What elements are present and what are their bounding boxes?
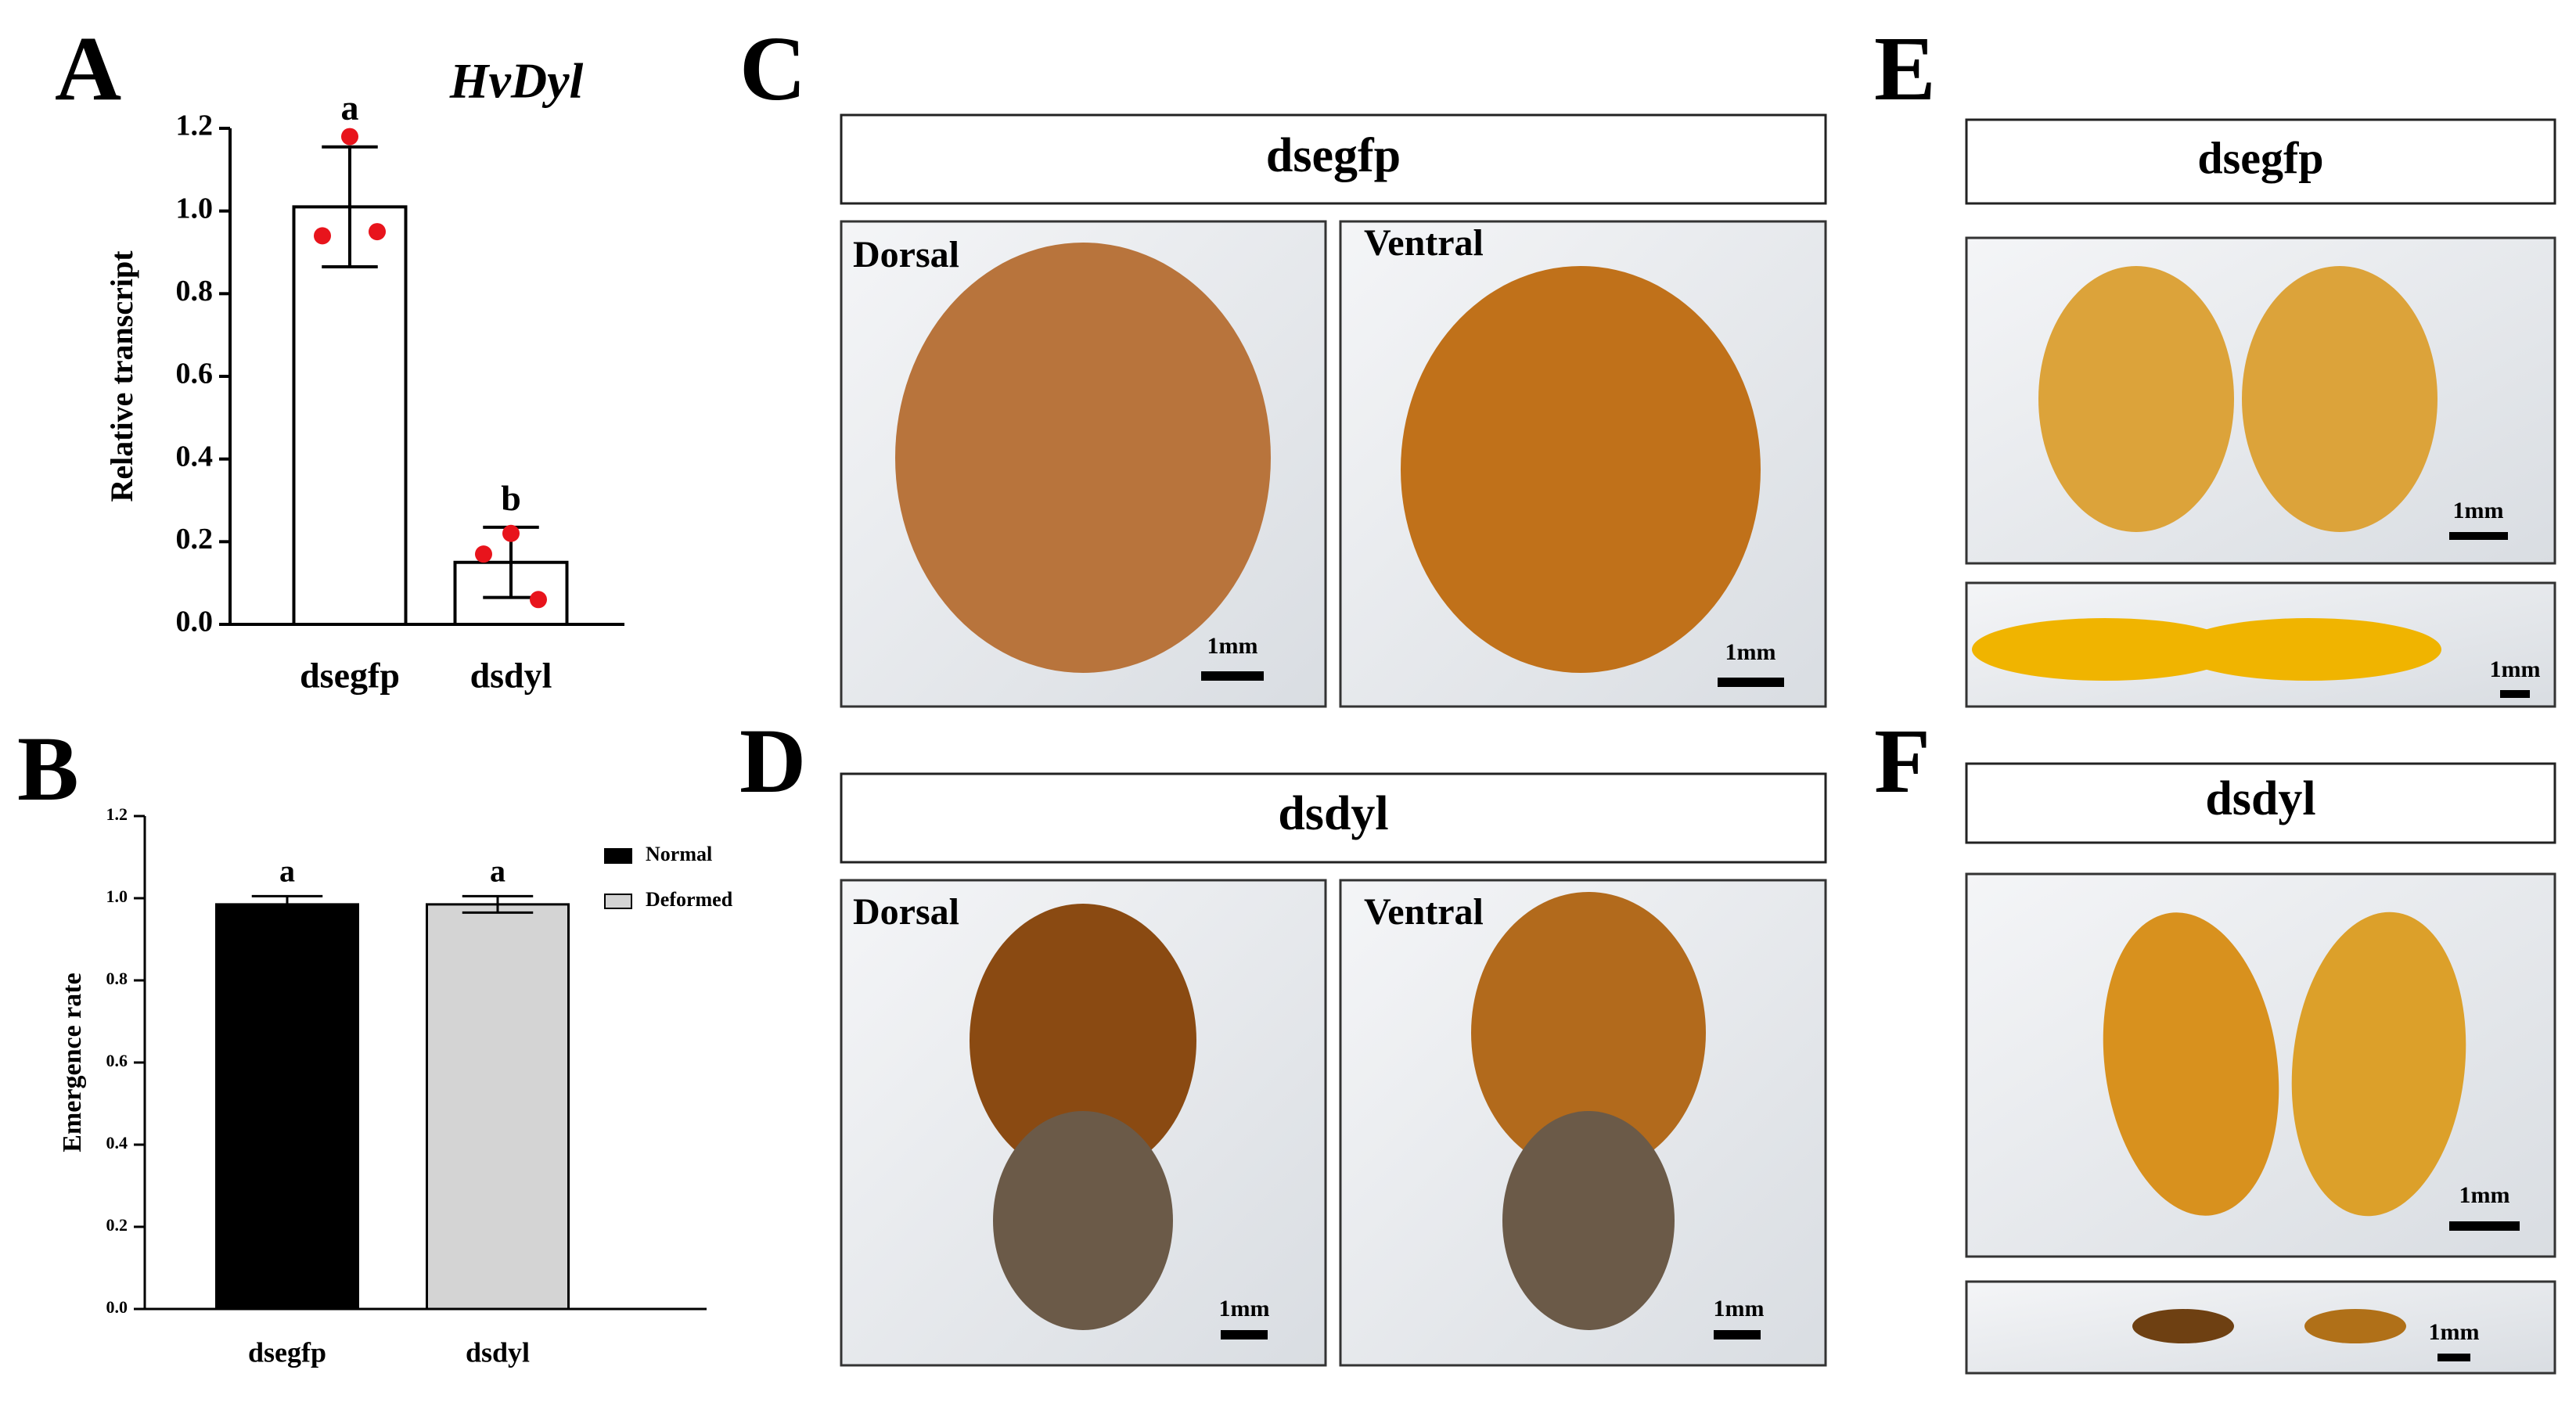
y-axis-label: Emergence rate [58,973,87,1152]
data-point [341,128,358,146]
y-tick-label: 1.0 [176,192,214,225]
elytron [2242,266,2437,532]
panel-header: dsdyl [1278,787,1388,840]
panel-label: C [739,17,806,120]
scale-bar [2449,1221,2520,1231]
hindwing [1972,618,2238,681]
legend-label: Normal [646,843,712,865]
elytron [2291,912,2466,1217]
scale-label: 1mm [2459,1182,2510,1208]
y-tick-label: 1.2 [106,804,128,824]
significance-label: a [279,854,295,889]
significance-label: b [501,478,521,518]
exuviae [1502,1111,1675,1330]
header-box [1965,762,2556,844]
panel-header: dsegfp [2197,132,2323,183]
y-tick-label: 0.6 [106,1051,128,1070]
scale-label: 1mm [1725,639,1776,665]
hindwing [2175,618,2441,681]
view-label: Ventral [1364,222,1484,264]
error-bar [322,145,378,268]
panel-label: F [1874,710,1930,812]
scale-bar [2449,532,2508,540]
beetle [1401,266,1761,673]
x-tick-label: dsegfp [300,656,400,696]
y-tick-label: 0.2 [176,523,214,556]
scale-bar [1221,1330,1268,1339]
data-point [502,524,520,542]
scale-bar [2437,1354,2470,1361]
data-point [475,545,492,563]
y-tick-label: 0.0 [106,1297,128,1317]
panel-label: E [1874,17,1936,120]
scale-bar [1718,678,1784,687]
y-tick-label: 0.8 [106,969,128,988]
scale-label: 1mm [2453,498,2504,523]
legend-label: Deformed [646,888,733,911]
x-tick-label: dsegfp [248,1336,326,1368]
elytron [2103,912,2279,1216]
exuviae [993,1111,1173,1330]
beetle [895,243,1271,673]
axis [228,128,624,626]
panel-label: D [739,710,806,812]
y-tick-label: 0.2 [106,1215,128,1235]
header-box [840,113,1827,205]
scale-label: 1mm [1219,1296,1270,1321]
scale-label: 1mm [1207,633,1258,659]
panel-header: dsdyl [2205,772,2315,825]
scale-label: 1mm [2429,1319,2480,1345]
y-tick-label: 0.4 [106,1133,128,1152]
hindwing [2132,1309,2234,1343]
scale-label: 1mm [2490,656,2541,682]
view-label: Ventral [1364,891,1484,933]
panel-label: A [55,17,121,120]
y-tick-label: 0.8 [176,275,214,307]
legend-swatch [604,894,632,909]
legend-swatch [604,848,632,864]
error-bar [462,894,534,914]
data-point [314,227,331,245]
scale-bar [1201,671,1264,681]
panel-header: dsegfp [1266,129,1401,182]
hindwing [2304,1309,2406,1343]
error-bar [251,894,323,914]
y-tick-label: 1.0 [106,886,128,906]
significance-label: a [490,854,505,889]
y-axis-label: Relative transcript [104,250,139,502]
data-point [369,223,386,241]
chart-title: HvDyl [449,53,584,109]
view-label: Dorsal [853,891,959,933]
significance-label: a [341,88,359,128]
pupa [1471,892,1706,1174]
scale-label: 1mm [1714,1296,1765,1321]
scale-bar [1714,1330,1761,1339]
y-tick-label: 0.6 [176,358,214,390]
bar [426,903,570,1311]
bar [292,205,408,626]
y-tick-label: 1.2 [176,110,214,142]
elytron [2038,266,2234,532]
y-tick-label: 0.4 [176,440,214,473]
x-tick-label: dsdyl [470,656,552,696]
data-point [530,591,547,609]
view-label: Dorsal [853,234,959,275]
y-tick-label: 0.0 [176,606,214,638]
x-tick-label: dsdyl [466,1336,530,1368]
header-box [840,772,1827,864]
scale-bar [2500,690,2530,698]
header-box [1965,118,2556,205]
bar [215,903,359,1311]
pupa [970,904,1196,1178]
panel-label: B [17,717,79,820]
